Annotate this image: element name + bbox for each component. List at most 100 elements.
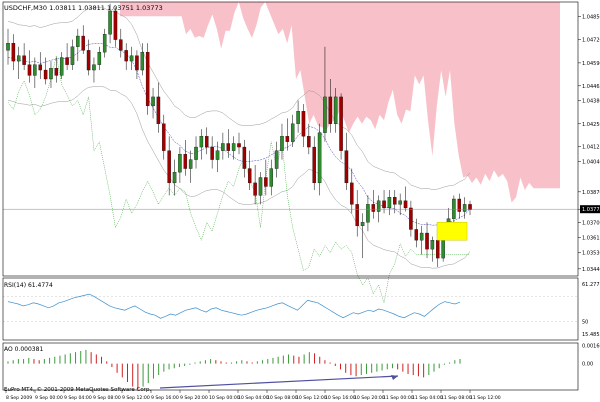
candle-body bbox=[38, 64, 42, 71]
candle-body bbox=[285, 136, 290, 142]
candle bbox=[81, 25, 85, 54]
candle-body bbox=[16, 55, 21, 62]
candle-body bbox=[290, 123, 295, 142]
candle bbox=[312, 136, 316, 191]
time-tick-label: 11 Sep 00:00 bbox=[383, 395, 414, 401]
candle-body bbox=[323, 96, 327, 133]
candle bbox=[33, 57, 37, 88]
time-tick-label: 10 Sep 04:00 bbox=[238, 395, 269, 401]
candle bbox=[205, 127, 209, 155]
candle bbox=[344, 132, 349, 191]
candle-body bbox=[344, 150, 349, 184]
candle-body bbox=[27, 64, 32, 76]
candle-body bbox=[92, 64, 96, 71]
candle-body bbox=[403, 200, 408, 209]
candle bbox=[92, 57, 96, 83]
candle bbox=[199, 129, 204, 160]
candle-body bbox=[199, 136, 204, 148]
trend-arrow-head bbox=[391, 375, 398, 380]
candle bbox=[360, 213, 365, 259]
candle-body bbox=[339, 96, 343, 151]
candle-body bbox=[188, 159, 193, 169]
time-tick-label: 11 Sep 08:00 bbox=[441, 395, 472, 401]
candle bbox=[6, 28, 10, 65]
candle-body bbox=[59, 57, 64, 76]
candle bbox=[317, 123, 322, 196]
candle-body bbox=[167, 150, 171, 184]
candle bbox=[43, 57, 48, 85]
candle bbox=[162, 114, 166, 160]
copyright-footer: EuPro MT4, © 2001-2009 MetaQuotes Softwa… bbox=[4, 386, 151, 393]
candle bbox=[194, 136, 198, 169]
candle bbox=[167, 136, 171, 196]
price-tick-label: 1.04850 bbox=[582, 14, 600, 20]
ao-label: AO 0.000381 bbox=[4, 346, 43, 353]
candle bbox=[430, 236, 435, 262]
candle-body bbox=[108, 10, 112, 35]
candle-body bbox=[6, 43, 10, 51]
candle bbox=[129, 46, 134, 71]
candle-body bbox=[468, 204, 472, 210]
candle bbox=[398, 193, 402, 216]
price-tick-label: 1.03870 bbox=[582, 190, 600, 196]
candle bbox=[366, 195, 370, 232]
candle bbox=[382, 190, 386, 214]
candle bbox=[350, 168, 354, 214]
candle bbox=[151, 87, 155, 119]
candle-body bbox=[97, 51, 102, 65]
candle bbox=[376, 195, 381, 223]
price-tick-label: 1.04040 bbox=[582, 159, 600, 165]
candle bbox=[323, 46, 327, 142]
candle-body bbox=[172, 171, 177, 184]
candle-body bbox=[22, 55, 26, 65]
candle bbox=[457, 193, 462, 219]
candle bbox=[414, 218, 419, 248]
candle-body bbox=[54, 68, 59, 76]
candle-body bbox=[242, 146, 247, 169]
candle-body bbox=[70, 46, 75, 65]
candle bbox=[76, 28, 80, 62]
candle-body bbox=[135, 55, 139, 71]
candle bbox=[27, 50, 32, 83]
candle-body bbox=[43, 69, 48, 80]
candle bbox=[403, 186, 408, 212]
time-tick-label: 9 Sep 04:00 bbox=[64, 395, 92, 401]
candle bbox=[215, 141, 220, 173]
candle-body bbox=[398, 200, 402, 205]
candle-body bbox=[178, 154, 182, 173]
candle-body bbox=[76, 35, 80, 47]
candle-body bbox=[312, 146, 316, 184]
candle bbox=[425, 222, 429, 259]
candle bbox=[333, 87, 338, 133]
price-tick-label: 1.04250 bbox=[582, 122, 600, 128]
candle bbox=[59, 52, 64, 80]
candle-body bbox=[430, 240, 435, 250]
candle bbox=[11, 34, 16, 71]
candle-body bbox=[301, 111, 306, 137]
candle bbox=[307, 123, 311, 155]
candle bbox=[49, 61, 53, 88]
candle bbox=[226, 129, 231, 158]
candle bbox=[452, 195, 456, 226]
candle-body bbox=[419, 232, 424, 241]
candle-body bbox=[86, 50, 91, 71]
candle-body bbox=[280, 136, 284, 151]
candle bbox=[102, 28, 107, 58]
rsi-tick-label: 15.4855 bbox=[582, 332, 600, 338]
candle-body bbox=[215, 150, 220, 160]
price-tick-label: 1.04590 bbox=[582, 61, 600, 67]
time-tick-label: 9 Sep 12:00 bbox=[122, 395, 150, 401]
candle-body bbox=[457, 198, 462, 212]
candle bbox=[290, 114, 295, 148]
candle-body bbox=[81, 35, 85, 51]
candle bbox=[54, 57, 59, 83]
time-tick-label: 9 Sep 00:00 bbox=[35, 395, 63, 401]
candle-body bbox=[156, 96, 161, 124]
candle-body bbox=[65, 57, 69, 65]
candle-body bbox=[328, 96, 333, 124]
candle-body bbox=[452, 198, 456, 219]
candle-body bbox=[151, 96, 155, 107]
upper-band-line bbox=[7, 7, 471, 190]
candle bbox=[210, 136, 214, 169]
